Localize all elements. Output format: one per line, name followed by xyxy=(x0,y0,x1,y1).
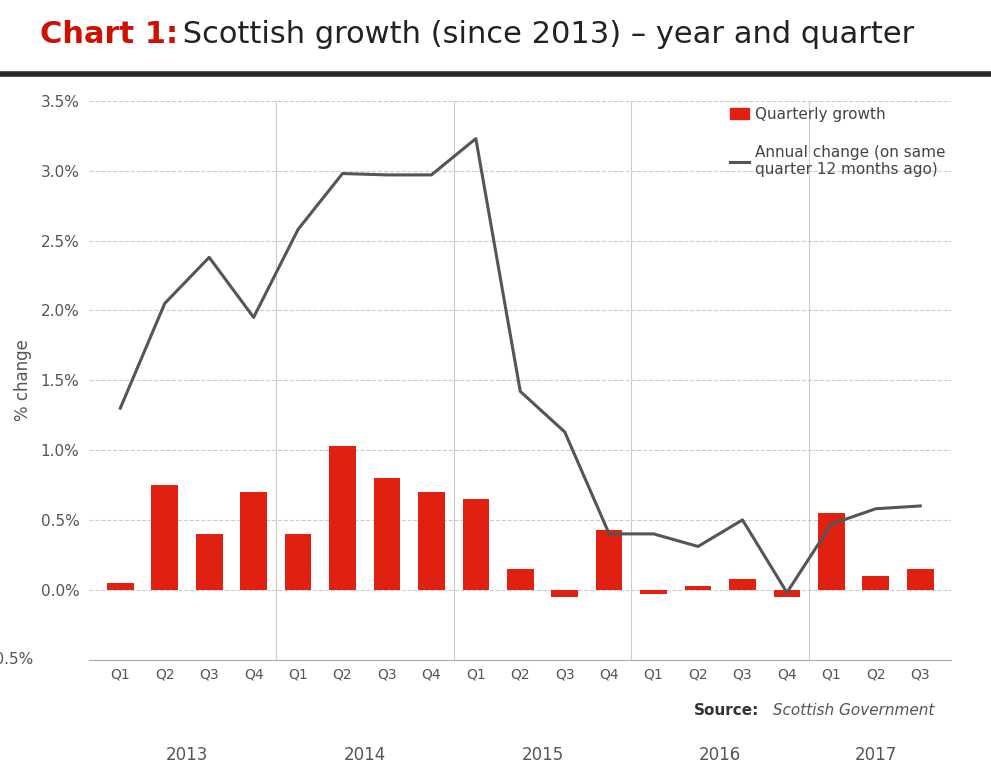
Bar xyxy=(418,492,445,590)
Bar xyxy=(107,583,134,590)
Bar xyxy=(284,534,311,590)
Text: 2016: 2016 xyxy=(699,747,741,764)
Bar xyxy=(685,586,712,590)
Text: 2013: 2013 xyxy=(165,747,208,764)
Bar xyxy=(240,492,267,590)
Bar xyxy=(152,485,178,590)
Bar xyxy=(818,513,844,590)
Text: -0.5%: -0.5% xyxy=(0,652,33,667)
Bar xyxy=(551,590,578,597)
Text: Scottish growth (since 2013) – year and quarter: Scottish growth (since 2013) – year and … xyxy=(173,20,915,50)
Bar xyxy=(374,478,400,590)
Y-axis label: % change: % change xyxy=(14,339,33,421)
Bar xyxy=(729,579,756,590)
Text: 2015: 2015 xyxy=(521,747,564,764)
Bar xyxy=(596,530,622,590)
Bar xyxy=(507,569,533,590)
Bar xyxy=(774,590,801,597)
Text: 2017: 2017 xyxy=(854,747,897,764)
Bar xyxy=(640,590,667,594)
Bar xyxy=(463,499,490,590)
Bar xyxy=(907,569,934,590)
Legend: Quarterly growth, Annual change (on same
quarter 12 months ago): Quarterly growth, Annual change (on same… xyxy=(724,101,951,183)
Text: 2014: 2014 xyxy=(344,747,385,764)
Text: Source:: Source: xyxy=(694,703,759,718)
Bar xyxy=(329,446,356,590)
Text: Scottish Government: Scottish Government xyxy=(768,703,935,718)
Text: Chart 1:: Chart 1: xyxy=(40,20,177,50)
Bar xyxy=(196,534,223,590)
Bar xyxy=(862,576,889,590)
